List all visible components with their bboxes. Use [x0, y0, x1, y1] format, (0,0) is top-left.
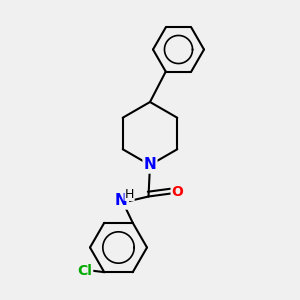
Text: Cl: Cl [77, 264, 92, 278]
Text: O: O [172, 185, 184, 199]
Text: N: N [115, 194, 128, 208]
Text: N: N [144, 158, 156, 172]
Text: H: H [125, 188, 134, 201]
